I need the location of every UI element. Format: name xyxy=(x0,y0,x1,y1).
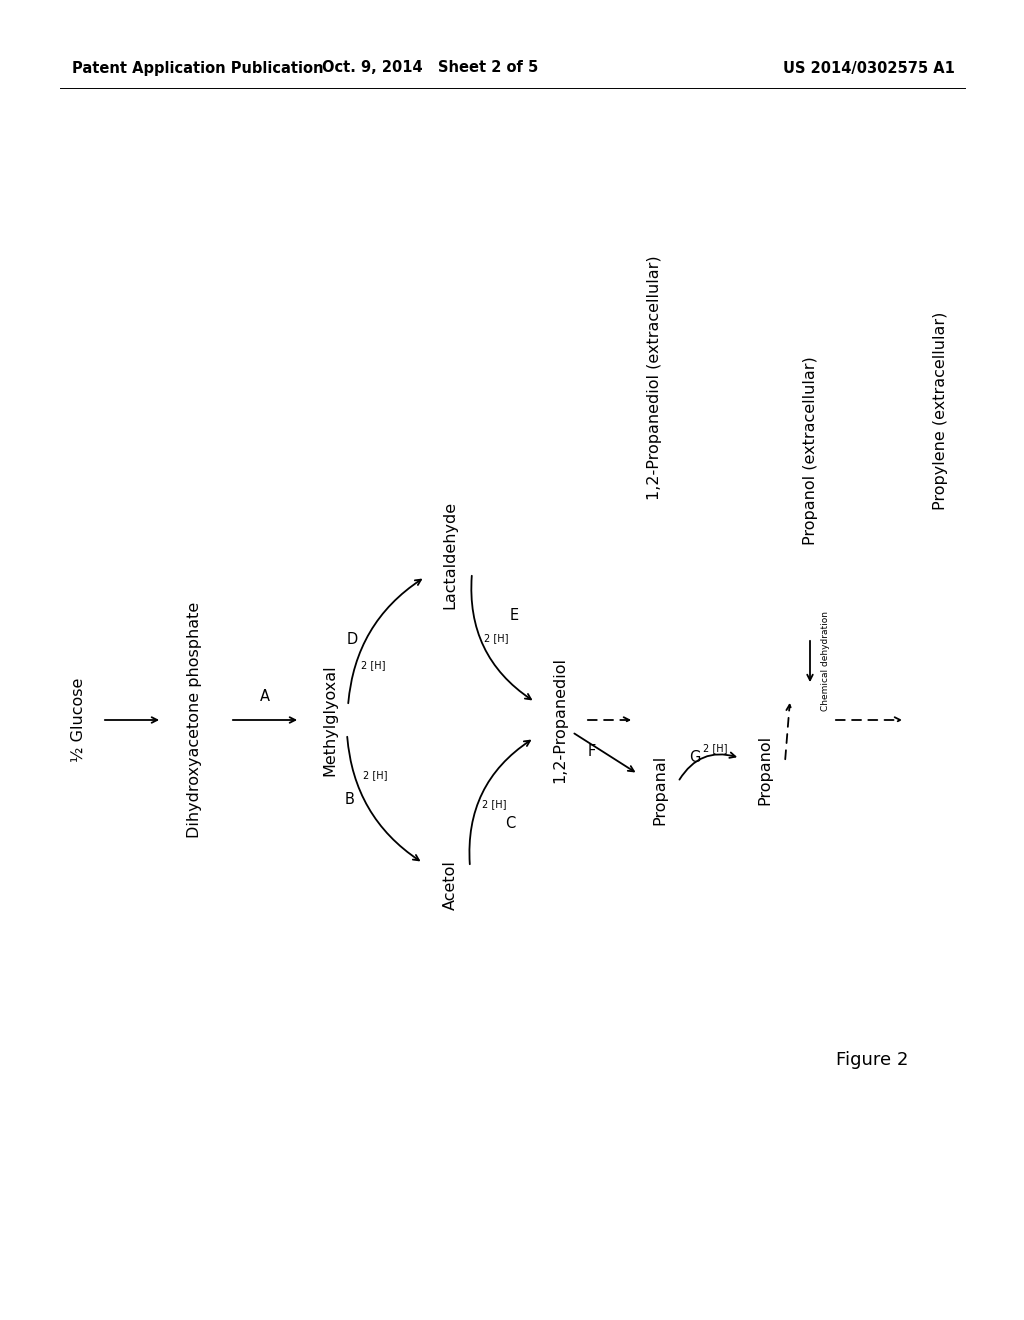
Text: Acetol: Acetol xyxy=(442,861,458,909)
Text: 2 [H]: 2 [H] xyxy=(702,743,727,752)
Text: E: E xyxy=(509,609,518,623)
Text: 2 [H]: 2 [H] xyxy=(481,799,506,809)
Text: Chemical dehydration: Chemical dehydration xyxy=(820,611,829,711)
Text: C: C xyxy=(505,817,515,832)
Text: ½ Glucose: ½ Glucose xyxy=(71,677,85,762)
Text: Figure 2: Figure 2 xyxy=(836,1051,908,1069)
Text: A: A xyxy=(260,689,270,704)
Text: Methylglyoxal: Methylglyoxal xyxy=(323,664,338,776)
Text: B: B xyxy=(345,792,355,808)
Text: Dihydroxyacetone phosphate: Dihydroxyacetone phosphate xyxy=(187,602,203,838)
Text: Patent Application Publication: Patent Application Publication xyxy=(72,61,324,75)
Text: Propanal: Propanal xyxy=(652,755,668,825)
Text: Oct. 9, 2014   Sheet 2 of 5: Oct. 9, 2014 Sheet 2 of 5 xyxy=(322,61,539,75)
Text: 1,2-Propanediol (extracellular): 1,2-Propanediol (extracellular) xyxy=(647,255,663,500)
Text: 2 [H]: 2 [H] xyxy=(483,634,508,643)
Text: D: D xyxy=(346,632,357,648)
Text: 1,2-Propanediol: 1,2-Propanediol xyxy=(553,657,567,783)
Text: Propylene (extracellular): Propylene (extracellular) xyxy=(933,312,947,510)
Text: Propanol: Propanol xyxy=(758,735,772,805)
Text: 2 [H]: 2 [H] xyxy=(360,660,385,671)
Text: 2 [H]: 2 [H] xyxy=(362,770,387,780)
Text: G: G xyxy=(689,751,700,766)
Text: US 2014/0302575 A1: US 2014/0302575 A1 xyxy=(783,61,955,75)
Text: Lactaldehyde: Lactaldehyde xyxy=(442,500,458,609)
Text: F: F xyxy=(588,744,596,759)
Text: Propanol (extracellular): Propanol (extracellular) xyxy=(803,356,817,545)
